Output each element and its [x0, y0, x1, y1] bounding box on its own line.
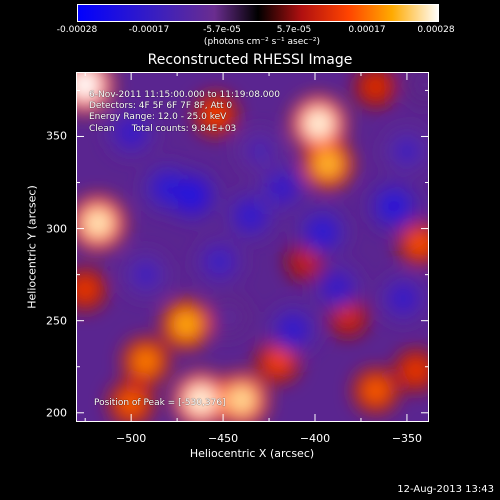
- colorbar-frame: [77, 4, 439, 22]
- heatmap-source: [76, 72, 102, 101]
- x-axis-label: Heliocentric X (arcsec): [189, 447, 315, 460]
- colorbar-tick-label: -5.7e-05: [203, 25, 241, 35]
- heatmap-source: [185, 384, 217, 416]
- heatmap-source: [218, 306, 239, 328]
- colorbar-unit-label: (photons cm⁻² s⁻¹ asec⁻²): [203, 37, 321, 47]
- y-tick-label: 350: [46, 129, 67, 143]
- heatmap-source: [248, 139, 272, 163]
- axis-ticks: [76, 72, 429, 422]
- heatmap-source: [390, 285, 417, 312]
- colorbar-tick-label: -0.00028: [56, 25, 98, 35]
- heatmap-source: [394, 139, 420, 164]
- heatmap-source: [324, 274, 350, 301]
- clean-counts-text: Clean Total counts: 9.84E+03: [89, 124, 237, 134]
- heatmap-source: [204, 102, 228, 126]
- heatmap-source: [237, 202, 264, 229]
- heatmap-source: [313, 150, 342, 179]
- x-tick-label: −400: [299, 432, 331, 445]
- heatmap-source: [303, 107, 335, 140]
- heatmap-source: [363, 378, 388, 403]
- y-tick-label: 250: [46, 314, 67, 328]
- heatmap-source: [177, 181, 206, 210]
- colorbar-tick-label: -0.00017: [128, 25, 170, 35]
- heatmap-source: [269, 175, 295, 201]
- x-tick-label: −350: [391, 432, 423, 445]
- heatmap-source: [266, 349, 290, 373]
- heatmap-plot: [76, 72, 429, 422]
- colorbar-gradient: [77, 4, 439, 22]
- x-tick-label: −500: [116, 432, 147, 445]
- colorbar-tick-label: 0.00028: [417, 25, 455, 35]
- heatmap-source: [119, 391, 144, 416]
- colorbar-tick-label: 0.00017: [348, 25, 386, 35]
- colorbar: [77, 4, 439, 22]
- energy-range-text: Energy Range: 12.0 - 25.0 keV: [89, 112, 227, 122]
- heatmap-source: [415, 75, 429, 95]
- heatmap-source: [133, 348, 159, 374]
- heatmap-source: [118, 120, 144, 146]
- heatmap-source: [380, 192, 408, 221]
- plot-frame: [76, 72, 429, 422]
- heatmap-source: [337, 306, 359, 328]
- heatmap-source: [154, 174, 182, 202]
- heatmap-source: [279, 316, 307, 344]
- heatmap-sources: [76, 72, 429, 422]
- y-tick-label: 200: [46, 406, 67, 420]
- heatmap-source: [404, 359, 428, 382]
- heatmap-source: [364, 75, 387, 98]
- timestamp: 12-Aug-2013 13:43: [397, 484, 494, 495]
- y-tick-label: 300: [46, 222, 67, 236]
- heatmap-source: [133, 262, 159, 287]
- heatmap-source: [172, 310, 201, 339]
- heatmap-source: [206, 249, 232, 275]
- heatmap-source: [226, 384, 257, 415]
- heatmap-source: [295, 251, 317, 272]
- peak-position-text: Position of Peak = [-530,376]: [94, 398, 226, 408]
- time-range-text: 6-Nov-2011 11:15:00.000 to 11:19:08.000: [89, 90, 280, 100]
- y-axis-label: Heliocentric Y (arcsec): [25, 185, 39, 309]
- heatmap-source: [308, 218, 336, 246]
- heatmap-source: [407, 231, 429, 256]
- heatmap-source: [82, 207, 114, 239]
- heatmap-source: [76, 278, 97, 301]
- chart-title: Reconstructed RHESSI Image: [147, 52, 353, 68]
- colorbar-tick-label: 5.7e-05: [276, 25, 312, 35]
- x-tick-label: −450: [207, 432, 239, 445]
- detectors-text: Detectors: 4F 5F 6F 7F 8F, Att 0: [89, 101, 233, 111]
